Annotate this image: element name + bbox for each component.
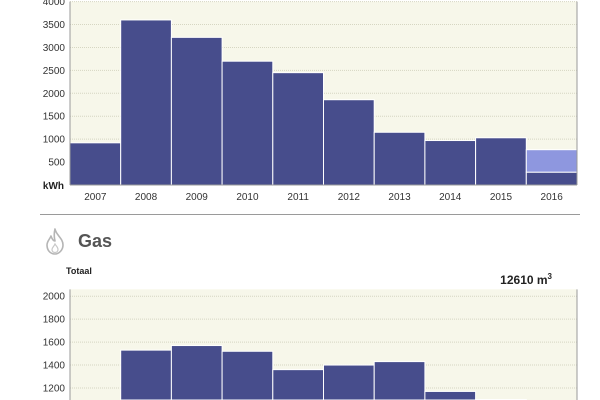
bar [170, 36, 223, 186]
bar [373, 361, 426, 400]
bar [120, 349, 172, 400]
bar [272, 72, 324, 186]
bar [69, 142, 122, 186]
x-tick-label: 2013 [388, 192, 411, 203]
bar [373, 131, 426, 186]
x-tick-label: 2011 [287, 192, 309, 203]
y-tick-label: 3500 [43, 20, 66, 31]
bar [221, 60, 274, 186]
bar [221, 350, 274, 400]
x-tick-label: 2014 [439, 192, 462, 203]
y-tick-label: 500 [48, 158, 65, 169]
flame-icon [46, 228, 64, 255]
bar [475, 137, 527, 186]
gas-chart: 1200 1400 1600 1800 2000 [43, 289, 578, 400]
y-tick-label: 2500 [43, 66, 66, 77]
x-tick-label: 2012 [338, 192, 361, 203]
bar [272, 369, 324, 400]
y-unit-label: kWh [43, 181, 64, 192]
bar [323, 364, 375, 400]
x-tick-label: 2010 [236, 192, 259, 203]
y-tick-label: 3000 [43, 43, 66, 54]
x-tick-label: 2009 [186, 192, 209, 203]
bar [170, 345, 223, 400]
bar [120, 19, 172, 186]
gas-total-label: Totaal [66, 266, 92, 276]
bar [424, 390, 477, 400]
y-tick-label: 1500 [43, 112, 66, 123]
y-tick-label: 2000 [43, 292, 66, 303]
y-tick-label: 1200 [43, 384, 66, 395]
gas-title: Gas [78, 230, 113, 251]
x-tick-label: 2015 [490, 192, 513, 203]
bar [323, 99, 375, 186]
bar [424, 140, 477, 186]
section-divider [40, 214, 580, 215]
bar-estimate [525, 149, 578, 173]
x-tick-label: 2007 [84, 192, 107, 203]
y-tick-label: 1000 [43, 135, 66, 146]
y-tick-label: 1800 [43, 315, 66, 326]
gas-total-unit-superscript: 3 [547, 272, 552, 281]
y-tick-label: 2000 [43, 89, 66, 100]
y-tick-label: 1400 [43, 361, 66, 372]
y-tick-label: 4000 [43, 0, 66, 8]
y-tick-label: 1600 [43, 338, 66, 349]
bar [525, 171, 578, 186]
gas-total-number: 12610 m [500, 273, 548, 287]
gas-total-value: 12610 m3 [440, 272, 552, 287]
x-tick-label: 2016 [541, 192, 564, 203]
x-tick-label: 2008 [135, 192, 158, 203]
electricity-chart: 500 1000 1500 2000 2500 3000 3500 4000 2007 2008 2… [43, 0, 578, 203]
gas-section-header: Gas [44, 226, 112, 256]
